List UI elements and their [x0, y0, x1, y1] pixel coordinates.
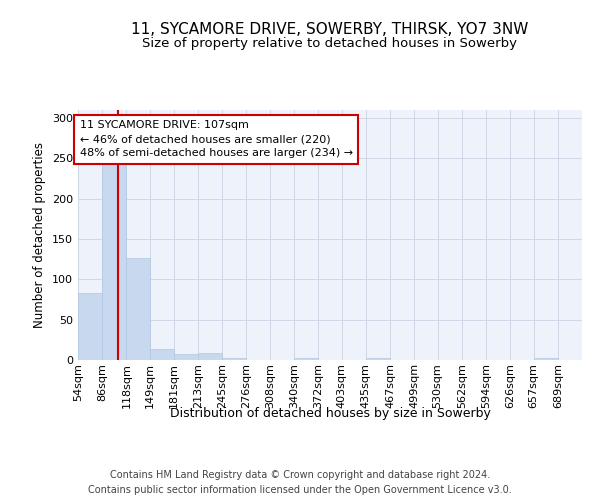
Bar: [78, 293, 102, 360]
Bar: [294, 358, 318, 360]
Bar: [223, 358, 246, 360]
Bar: [174, 354, 198, 360]
Text: 11, SYCAMORE DRIVE, SOWERBY, THIRSK, YO7 3NW: 11, SYCAMORE DRIVE, SOWERBY, THIRSK, YO7…: [131, 22, 529, 38]
Text: 11 SYCAMORE DRIVE: 107sqm
← 46% of detached houses are smaller (220)
48% of semi: 11 SYCAMORE DRIVE: 107sqm ← 46% of detac…: [80, 120, 353, 158]
Bar: [150, 348, 174, 360]
Bar: [533, 358, 558, 360]
Text: Size of property relative to detached houses in Sowerby: Size of property relative to detached ho…: [143, 38, 517, 51]
Text: Contains HM Land Registry data © Crown copyright and database right 2024.
Contai: Contains HM Land Registry data © Crown c…: [88, 470, 512, 495]
Bar: [366, 358, 390, 360]
Y-axis label: Number of detached properties: Number of detached properties: [34, 142, 46, 328]
Text: Distribution of detached houses by size in Sowerby: Distribution of detached houses by size …: [170, 408, 490, 420]
Bar: [102, 164, 127, 360]
Bar: [127, 258, 150, 360]
Bar: [198, 352, 223, 360]
